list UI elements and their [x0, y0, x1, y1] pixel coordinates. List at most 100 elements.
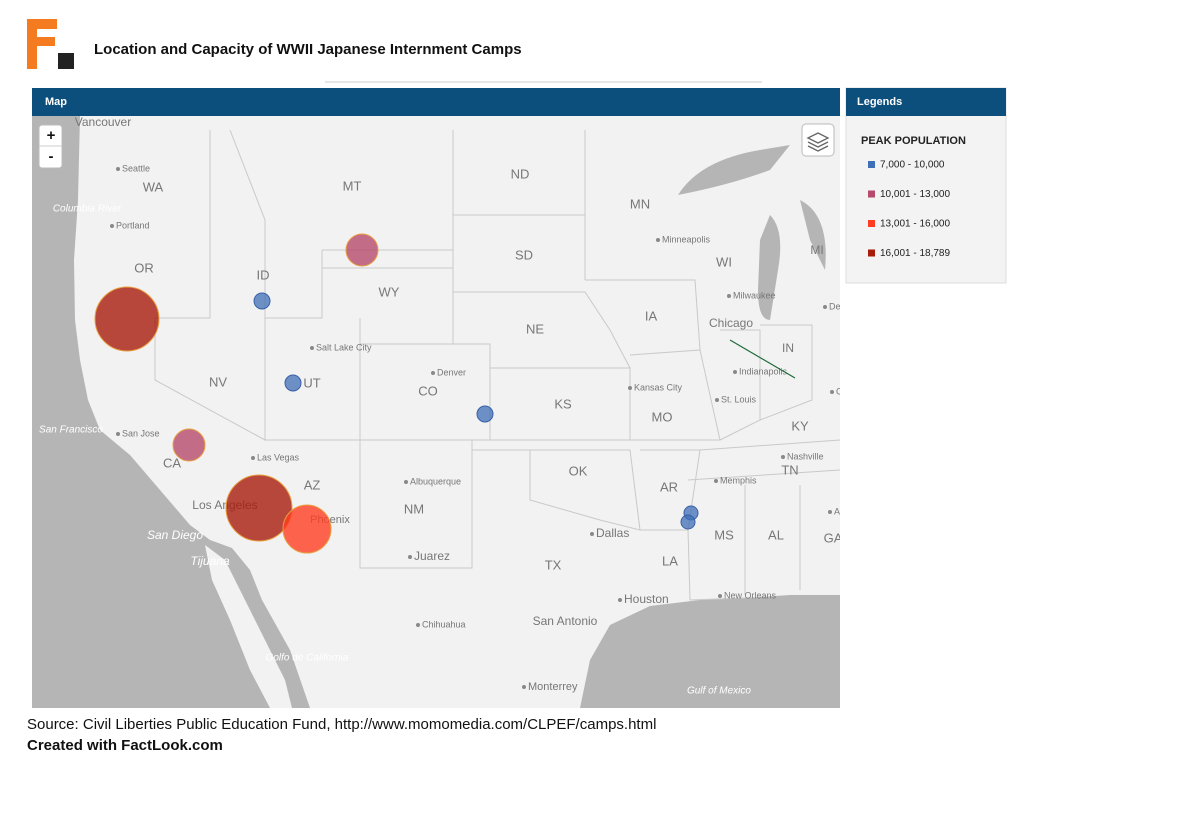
region-label: NM [404, 501, 424, 516]
region-label: MT [343, 178, 362, 193]
city-label: St. Louis [721, 394, 757, 404]
legend-heading: PEAK POPULATION [861, 135, 966, 147]
city-label: Chihuahua [422, 619, 466, 629]
region-label: KY [791, 418, 809, 433]
source: Source: Civil Liberties Public Education… [27, 716, 656, 733]
legend-items: 7,000 - 10,000 10,001 - 13,000 13,001 - 16… [868, 160, 950, 259]
region-label: IN [782, 341, 794, 355]
city-label: Kansas City [634, 382, 683, 392]
city-label: Houston [624, 592, 669, 606]
city-dot [416, 623, 420, 627]
region-label: AZ [304, 477, 321, 492]
legend-label: 13,001 - 16,000 [880, 219, 950, 230]
lake-huron [800, 200, 826, 270]
city-label: Memphis [720, 475, 757, 485]
region-label: KS [554, 396, 572, 411]
city-label: Detroit [829, 301, 856, 311]
city-label: Albuquerque [410, 476, 461, 486]
legend-swatch [868, 190, 875, 198]
camp-markers [94, 233, 699, 554]
water-label: Tijuana [190, 554, 230, 568]
city-dot [781, 455, 785, 459]
region-label: NE [526, 321, 544, 336]
region-label: GA [824, 530, 843, 545]
city-dot [404, 480, 408, 484]
camp-marker [94, 286, 160, 352]
city-label: Nashville [787, 451, 824, 461]
legend-swatch [868, 249, 875, 257]
region-label: Chicago [709, 316, 753, 330]
layers-button[interactable] [801, 123, 835, 157]
city-dot [618, 598, 622, 602]
city-label: Dallas [596, 526, 629, 540]
region-label: IA [645, 308, 658, 323]
credit: Created with FactLook.com [27, 737, 223, 754]
camp-marker [345, 233, 379, 267]
legend-swatch [868, 161, 875, 168]
camp-marker [680, 514, 696, 530]
city-label: Cinc [836, 386, 855, 396]
region-label: UT [303, 375, 320, 390]
region-label: CA [163, 455, 181, 470]
city-label: New Orleans [724, 590, 777, 600]
city-dot [718, 594, 722, 598]
region-label: WY [379, 284, 400, 299]
map-title: Map [45, 96, 67, 108]
city-dot [408, 555, 412, 559]
logo [27, 19, 74, 69]
city-dot [431, 371, 435, 375]
city-label: San Jose [122, 428, 160, 438]
city-dot [823, 305, 827, 309]
city-label: Denver [437, 367, 466, 377]
region-label: AL [768, 527, 784, 542]
city-dot [628, 386, 632, 390]
city-dot [522, 685, 526, 689]
legend-label: 16,001 - 18,789 [880, 248, 950, 259]
legend-label: 10,001 - 13,000 [880, 189, 950, 200]
title: Location and Capacity of WWII Japanese I… [94, 41, 522, 58]
city-label: Seattle [122, 163, 150, 173]
region-label: OK [569, 463, 588, 478]
camp-marker [172, 428, 206, 462]
region-label: WI [716, 254, 732, 269]
lake-michigan [758, 215, 781, 320]
map: Vancouver Seattle WA Columbia River Portland… [32, 116, 856, 708]
map-header [32, 88, 840, 116]
city-dot [110, 224, 114, 228]
region-label: NV [209, 374, 227, 389]
water-label: Golfo de California [266, 653, 349, 664]
region-label: TX [545, 557, 562, 572]
city-label: Indianapolis [739, 366, 788, 376]
region-label: LA [662, 553, 678, 568]
city-label: Portland [116, 220, 150, 230]
city-dot [733, 370, 737, 374]
region-label: SD [515, 247, 533, 262]
zoom-out[interactable]: - [49, 148, 54, 165]
state-lines [154, 129, 840, 601]
city-label: Atla [834, 506, 850, 516]
water-label: Gulf of Mexico [687, 686, 751, 697]
region-label: MN [630, 196, 650, 211]
camp-marker [282, 504, 332, 554]
lake-superior [678, 145, 790, 195]
region-label: MI [810, 243, 823, 257]
city-dot [727, 294, 731, 298]
city-dot [590, 532, 594, 536]
water-label: Columbia River [53, 204, 122, 215]
city-label: Minneapolis [662, 234, 711, 244]
region-label: OR [134, 260, 154, 275]
region-label: ND [511, 166, 530, 181]
legend-header [846, 88, 1006, 116]
zoom-in[interactable]: + [47, 127, 56, 144]
camp-marker [253, 292, 271, 310]
region-label: WA [143, 179, 164, 194]
city-dot [310, 346, 314, 350]
region-label: ID [257, 267, 270, 282]
city-label: Juarez [414, 549, 450, 563]
city-dot [116, 167, 120, 171]
map-labels: Vancouver Seattle WA Columbia River Portland… [39, 116, 856, 697]
camp-marker [284, 374, 302, 392]
legend-swatch [868, 220, 875, 227]
